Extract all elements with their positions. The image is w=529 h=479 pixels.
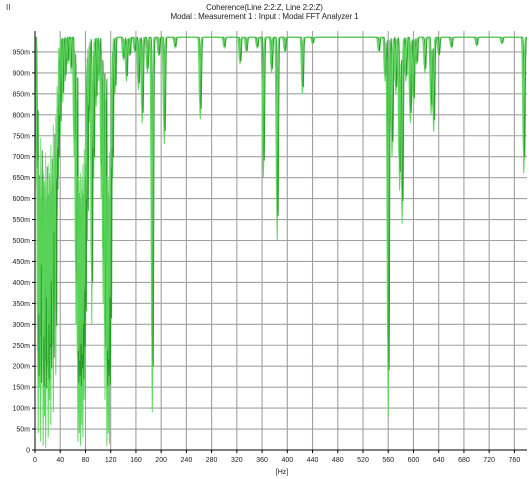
axes: 0 50m 100m 150m 200m 250m 300m 350m 400m 450m 500m… — [12, 31, 527, 464]
y-tick-label: 900m — [12, 70, 30, 77]
x-tick-label: 480 — [332, 457, 344, 464]
x-tick-label: 760 — [509, 457, 521, 464]
grid-lines — [35, 31, 527, 451]
x-tick-label: 520 — [357, 457, 369, 464]
y-tick-label: 500m — [12, 238, 30, 245]
y-tick-label: 400m — [12, 280, 30, 287]
x-tick-label: 240 — [181, 457, 193, 464]
y-tick-label: 550m — [12, 217, 30, 224]
y-tick-label: 850m — [12, 91, 30, 98]
y-tick-label: 700m — [12, 154, 30, 161]
x-tick-label: 80 — [82, 457, 90, 464]
x-tick-label: 40 — [56, 457, 64, 464]
x-tick-label: 600 — [408, 457, 420, 464]
x-tick-label: 560 — [382, 457, 394, 464]
y-tick-label: 450m — [12, 259, 30, 266]
y-tick-label: 750m — [12, 133, 30, 140]
y-tick-label: 250m — [12, 343, 30, 350]
x-tick-label: 440 — [307, 457, 319, 464]
y-tick-label: 600m — [12, 196, 30, 203]
y-tick-label: 150m — [12, 385, 30, 392]
y-tick-label: 300m — [12, 322, 30, 329]
coherence-trace-mid — [34, 36, 527, 363]
x-tick-label: 720 — [483, 457, 495, 464]
y-tick-label: 0 — [26, 448, 30, 455]
y-tick-label: 100m — [12, 406, 30, 413]
y-tick-label: 950m — [12, 49, 30, 56]
chart-subtitle: Modal : Measurement 1 : Input : Modal FF… — [170, 12, 359, 21]
y-tick-label: 800m — [12, 112, 30, 119]
y-tick-label: 650m — [12, 175, 30, 182]
x-tick-label: 200 — [155, 457, 167, 464]
y-tick-label: 350m — [12, 301, 30, 308]
chart-title: Coherence(Line 2:2:Z, Line 2:2:Z) — [206, 3, 323, 12]
x-tick-label: 160 — [130, 457, 142, 464]
x-tick-label: 280 — [206, 457, 218, 464]
y-tick-label: 200m — [12, 364, 30, 371]
x-tick-label: 320 — [231, 457, 243, 464]
window-corner-label: II — [6, 3, 11, 12]
x-tick-label: 0 — [33, 457, 37, 464]
x-tick-label: 120 — [105, 457, 117, 464]
x-tick-label: 360 — [256, 457, 268, 464]
coherence-traces — [34, 35, 528, 448]
x-tick-label: 680 — [458, 457, 470, 464]
x-axis-label: [Hz] — [276, 469, 289, 476]
y-tick-label: 50m — [16, 427, 30, 434]
x-tick-label: 400 — [281, 457, 293, 464]
x-tick-label: 640 — [433, 457, 445, 464]
